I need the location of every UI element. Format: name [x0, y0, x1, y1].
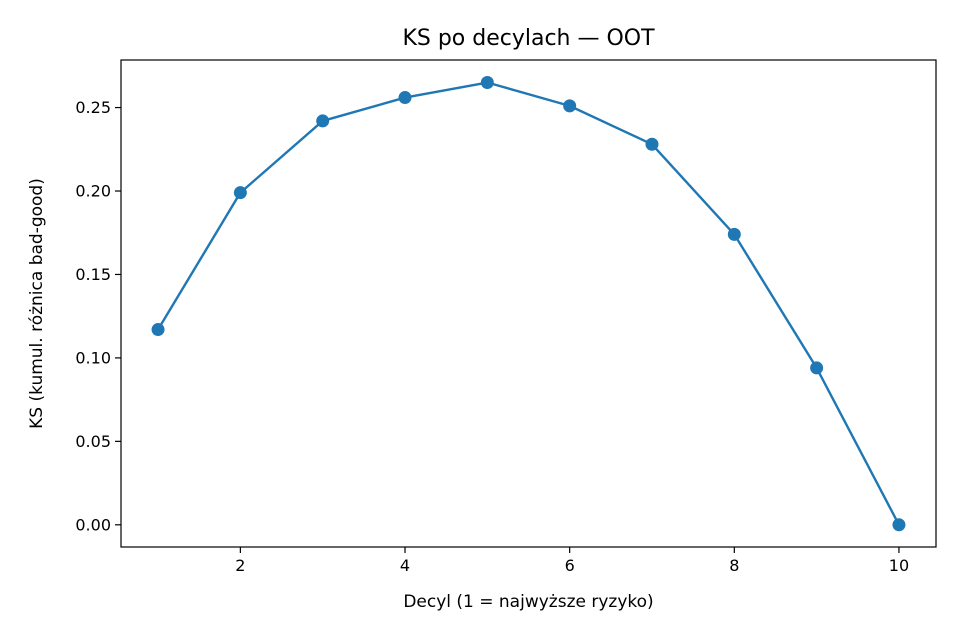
x-tick-label: 8 — [729, 556, 739, 575]
data-point — [398, 91, 412, 105]
y-tick-label: 0.25 — [75, 98, 111, 117]
x-axis-label: Decyl (1 = najwyższe ryzyko) — [403, 592, 653, 612]
y-tick-label: 0.15 — [75, 265, 111, 284]
data-point — [645, 137, 659, 151]
chart-title: KS po decylach — OOT — [402, 26, 655, 51]
data-point — [151, 323, 165, 337]
plot-frame — [120, 59, 937, 548]
data-point — [727, 227, 741, 241]
y-tick-label: 0.05 — [75, 432, 111, 451]
plot-area: 2 4 6 8 10 0.00 0.05 0.10 0.15 0.20 0.25 — [75, 76, 909, 575]
data-point — [480, 76, 494, 90]
x-tick-label: 6 — [565, 556, 575, 575]
data-point — [810, 361, 824, 375]
data-point — [233, 186, 247, 200]
data-point — [316, 114, 330, 128]
y-tick-label: 0.00 — [75, 515, 111, 534]
x-tick-label: 2 — [235, 556, 245, 575]
x-tick-label: 10 — [889, 556, 909, 575]
y-tick-label: 0.10 — [75, 348, 111, 367]
x-tick-label: 4 — [400, 556, 410, 575]
y-axis-label: KS (kumul. różnica bad-good) — [27, 178, 47, 429]
data-point — [563, 99, 577, 113]
y-tick-label: 0.20 — [75, 182, 111, 201]
series-line — [157, 81, 901, 526]
data-point — [892, 518, 906, 532]
